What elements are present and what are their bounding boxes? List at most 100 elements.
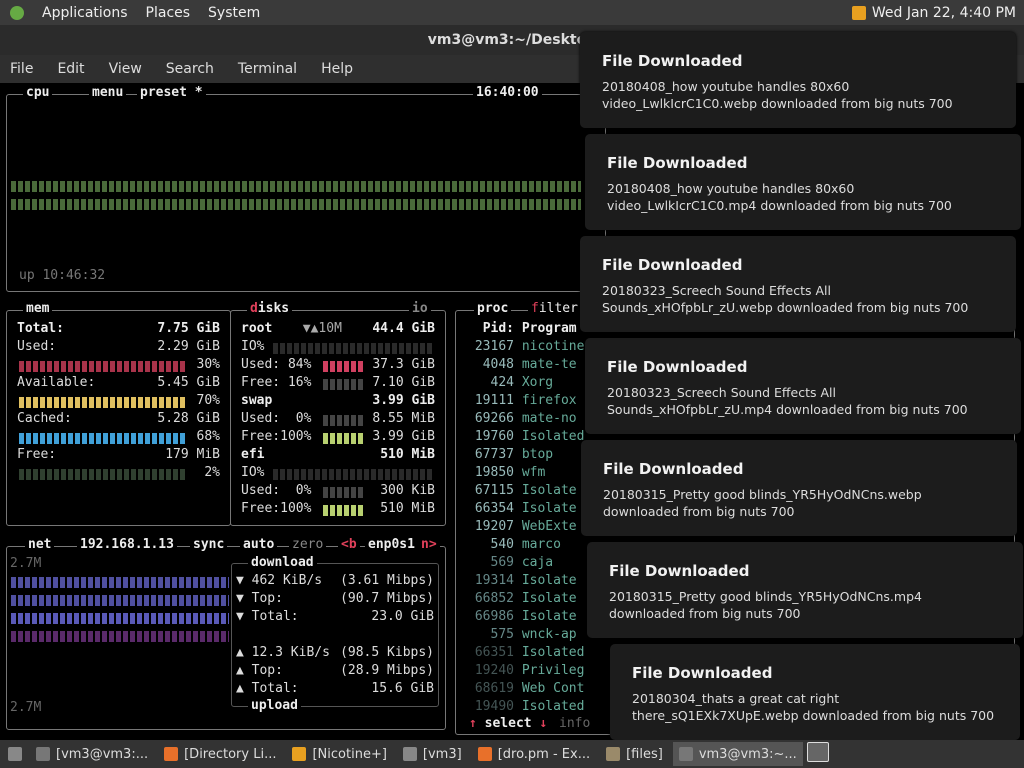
program-header[interactable]: Program [521, 321, 577, 336]
disk-io: ▼▲10M [302, 321, 342, 336]
net-prev-iface[interactable]: <b [338, 537, 360, 552]
proc-row[interactable]: 66354 Isolate [466, 500, 577, 518]
proc-row[interactable]: 69266 mate-no [466, 410, 577, 428]
disk-usage-bar [323, 487, 363, 498]
taskbar-label: [Directory Li... [184, 746, 277, 762]
disk-value: 7.10 GiB [372, 375, 435, 390]
proc-row[interactable]: 540 marco [466, 536, 561, 554]
proc-row[interactable]: 19850 wfm [466, 464, 545, 482]
proc-row[interactable]: 23167 nicotine [466, 338, 585, 356]
mem-used-value: 2.29 GiB [157, 339, 220, 354]
app-icon [606, 747, 621, 761]
proc-row[interactable]: 19314 Isolate [466, 572, 577, 590]
program: Isolated [521, 429, 585, 444]
menu-search[interactable]: Search [165, 61, 214, 77]
app-icon [678, 747, 693, 761]
value: 7.75 GiB [157, 321, 220, 336]
taskbar-button[interactable]: [vm3@vm3:... [30, 742, 154, 766]
disk-line: efi 510 MiB [231, 446, 445, 464]
app-icon [477, 747, 492, 761]
workspace-switcher-icon[interactable] [806, 742, 829, 762]
cpu-preset[interactable]: preset * [137, 85, 206, 100]
program: Isolate [521, 483, 577, 498]
taskbar: [vm3@vm3:... [Directory Li... [Nicotine+] [… [0, 740, 1024, 768]
cpu-menu[interactable]: menu [89, 85, 127, 100]
proc-row[interactable]: 67737 btop [466, 446, 553, 464]
notification[interactable]: File Downloaded 20180304_thats a great ca… [610, 644, 1020, 740]
taskbar-button[interactable]: [Directory Li... [158, 742, 282, 766]
mem-used-label: Used: [17, 339, 57, 354]
net-zero[interactable]: zero [289, 537, 327, 552]
disk-line: swap 3.99 GiB [231, 392, 445, 410]
net-title[interactable]: net [25, 537, 55, 552]
notification[interactable]: File Downloaded 20180315_Pretty good blin… [587, 542, 1023, 638]
proc-row[interactable]: 66986 Isolate [466, 608, 577, 626]
menu-applications[interactable]: Applications [42, 4, 128, 21]
menu-system[interactable]: System [208, 4, 261, 21]
program: Isolated [521, 645, 585, 660]
upload-label: upload [248, 698, 301, 713]
nicotine-tray-icon[interactable] [851, 5, 866, 20]
show-desktop-icon[interactable] [8, 747, 22, 761]
proc-row[interactable]: 66852 Isolate [466, 590, 577, 608]
proc-row[interactable]: 19490 Isolated [466, 698, 585, 716]
taskbar-button[interactable]: [Nicotine+] [286, 742, 392, 766]
proc-select[interactable]: ↑ select ↓ [466, 716, 551, 731]
menu-terminal[interactable]: Terminal [237, 61, 298, 77]
proc-row[interactable]: 19111 firefox [466, 392, 577, 410]
proc-row[interactable]: 19240 Privileg [466, 662, 585, 680]
menu-file[interactable]: File [10, 61, 34, 77]
proc-row[interactable]: 66351 Isolated [466, 644, 585, 662]
taskbar-button[interactable]: [dro.pm - Ex... [472, 742, 596, 766]
proc-row[interactable]: 68619 Web Cont [466, 680, 585, 698]
menu-places[interactable]: Places [145, 4, 191, 21]
menu-view[interactable]: View [108, 61, 142, 77]
terminal-menubar: File Edit View Search Terminal Help [0, 55, 1024, 83]
disks-title[interactable]: disks [247, 301, 293, 316]
taskbar-button[interactable]: [vm3] [397, 742, 468, 766]
mem-title[interactable]: mem [23, 301, 53, 316]
mem-used-bar [19, 361, 185, 372]
proc-filter[interactable]: filter [528, 301, 581, 316]
pid: 69266 [474, 411, 514, 426]
pid-header[interactable]: Pid: [482, 321, 514, 336]
disk-value: 300 KiB [380, 483, 435, 498]
mate-logo-icon[interactable] [10, 5, 24, 20]
proc-row[interactable]: 67115 Isolate [466, 482, 577, 500]
notification[interactable]: File Downloaded 20180323_Screech Sound Ef… [580, 236, 1016, 332]
pid: 19314 [474, 573, 514, 588]
net-stat-row: ▲ Top: (28.9 Mibps) [232, 662, 438, 680]
io-toggle[interactable]: io [409, 301, 431, 316]
notification[interactable]: File Downloaded 20180315_Pretty good blin… [581, 440, 1017, 536]
proc-row[interactable]: 19207 WebExte [466, 518, 577, 536]
proc-info[interactable]: info [556, 716, 594, 731]
net-stat-value: (3.61 Mibps) [340, 573, 434, 588]
net-next-iface[interactable]: n> [418, 537, 440, 552]
net-auto[interactable]: auto [240, 537, 278, 552]
net-stat-value: (90.7 Mibps) [340, 591, 434, 606]
notification-title: File Downloaded [609, 562, 750, 580]
notification[interactable]: File Downloaded 20180408_how youtube hand… [580, 32, 1016, 128]
taskbar-button[interactable]: vm3@vm3:~... [672, 742, 803, 766]
net-stat-label: ▲ Total: [236, 681, 299, 696]
proc-row[interactable]: 569 caja [466, 554, 554, 572]
proc-row[interactable]: 19760 Isolated [466, 428, 585, 446]
notification-body: 20180408_how youtube handles 80x60 video… [602, 79, 953, 111]
menu-edit[interactable]: Edit [57, 61, 85, 77]
notification[interactable]: File Downloaded 20180323_Screech Sound Ef… [585, 338, 1021, 434]
proc-title[interactable]: proc [474, 301, 512, 316]
net-sync[interactable]: sync [190, 537, 228, 552]
pid: 424 [490, 375, 514, 390]
proc-row[interactable]: 4048 mate-te [466, 356, 577, 374]
menu-help[interactable]: Help [321, 61, 353, 77]
mem-free-value: 179 MiB [165, 447, 220, 462]
proc-row[interactable]: 575 wnck-ap [466, 626, 577, 644]
taskbar-button[interactable]: [files] [600, 742, 669, 766]
clock[interactable]: Wed Jan 22, 4:40 PM [871, 4, 1016, 21]
notification-title: File Downloaded [607, 154, 748, 172]
pid: 66351 [474, 645, 514, 660]
cpu-title[interactable]: cpu [23, 85, 53, 100]
proc-row[interactable]: 424 Xorg [466, 374, 554, 392]
notification[interactable]: File Downloaded 20180408_how youtube hand… [585, 134, 1021, 230]
pid: 67115 [474, 483, 514, 498]
